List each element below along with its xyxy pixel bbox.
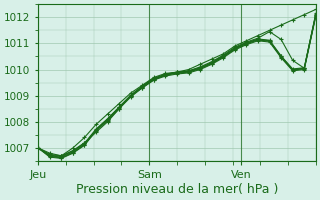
X-axis label: Pression niveau de la mer( hPa ): Pression niveau de la mer( hPa ): [76, 183, 278, 196]
